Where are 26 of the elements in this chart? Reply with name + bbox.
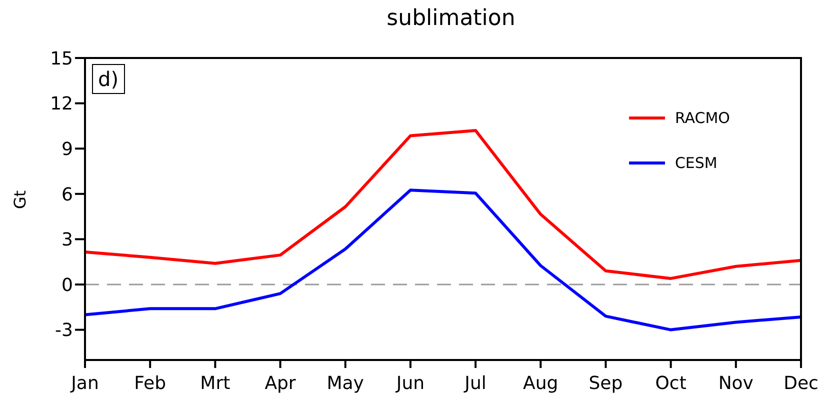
x-tick-label: Jul: [464, 372, 486, 394]
y-tick-label: 3: [62, 230, 73, 251]
y-axis-title: Gt: [10, 190, 30, 209]
x-tick-label: Mrt: [200, 372, 230, 394]
x-tick-label: Jan: [70, 372, 99, 394]
y-tick-label: 0: [62, 274, 73, 296]
x-tick-label: Sep: [588, 372, 623, 394]
x-tick-label: Dec: [784, 372, 818, 394]
annotation: d): [92, 64, 124, 94]
chart-title: sublimation: [386, 6, 516, 31]
legend-label: RACMO: [674, 108, 730, 126]
y-tick-label: 15: [50, 48, 73, 70]
y-tick-label: 6: [62, 184, 73, 206]
x-tick-label: Nov: [718, 372, 754, 394]
x-tick-label: Aug: [523, 372, 558, 394]
x-tick-label: Apr: [264, 372, 296, 394]
legend-label: CESM: [674, 154, 718, 172]
x-tick-label: Feb: [134, 372, 166, 394]
line-series: [84, 128, 802, 280]
line-series: [84, 188, 802, 332]
y-tick-label: 9: [62, 138, 73, 160]
y-tick-label: 12: [50, 94, 73, 115]
x-tick-label: May: [326, 372, 364, 394]
y-tick-label: -3: [55, 320, 73, 342]
x-tick-label: Oct: [655, 372, 686, 394]
x-tick-label: Jun: [395, 372, 425, 394]
